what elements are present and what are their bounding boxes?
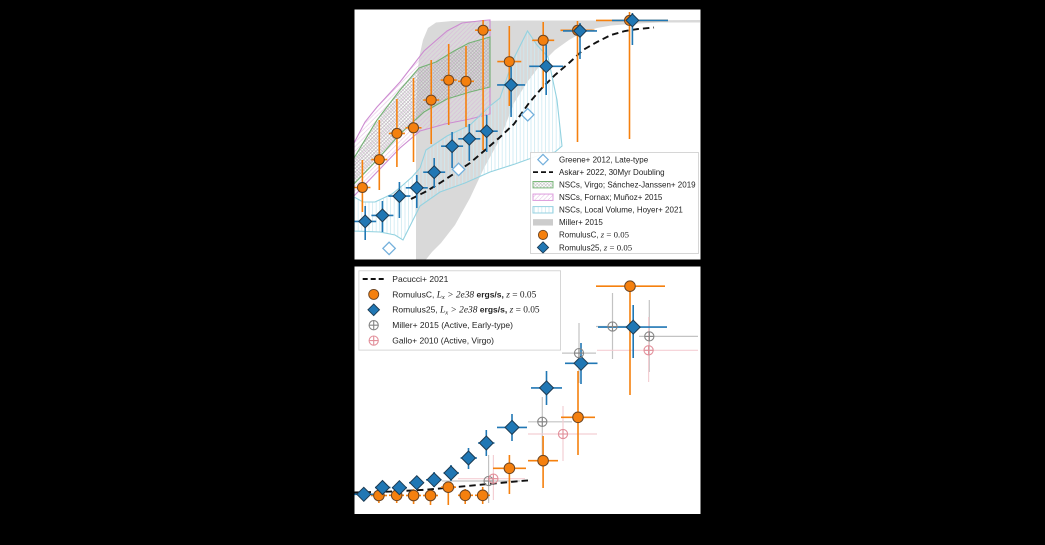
svg-text:RomulusC, z = 0.05: RomulusC, z = 0.05 (559, 230, 630, 240)
svg-text:Miller+ 2015 (Active, Early-ty: Miller+ 2015 (Active, Early-type) (392, 320, 513, 330)
svg-text:Romulus25, Lx > 2e38 ergs/s, z: Romulus25, Lx > 2e38 ergs/s, z = 0.05 (392, 305, 540, 317)
svg-text:Miller+ 2015: Miller+ 2015 (559, 218, 603, 227)
svg-text:Romulus25, z = 0.05: Romulus25, z = 0.05 (559, 242, 633, 252)
svg-text:NSCs, Local Volume, Hoyer+ 202: NSCs, Local Volume, Hoyer+ 2021 (559, 206, 683, 215)
svg-text:Pacucci+ 2021: Pacucci+ 2021 (392, 274, 448, 284)
svg-text:NSCs, Virgo; Sánchez-Janssen+: NSCs, Virgo; Sánchez-Janssen+ 2019 (559, 181, 696, 190)
svg-text:RomulusC, Lx > 2e38 ergs/s, z: RomulusC, Lx > 2e38 ergs/s, z = 0.05 (392, 289, 536, 301)
svg-text:Gallo+ 2010 (Active, Virgo): Gallo+ 2010 (Active, Virgo) (392, 336, 494, 346)
svg-text:Greene+ 2012, Late-type: Greene+ 2012, Late-type (559, 155, 649, 164)
svg-text:NSCs, Fornax; Muñoz+ 2015: NSCs, Fornax; Muñoz+ 2015 (559, 193, 663, 202)
svg-text:Askar+ 2022, 30Myr Doubling: Askar+ 2022, 30Myr Doubling (559, 168, 665, 177)
